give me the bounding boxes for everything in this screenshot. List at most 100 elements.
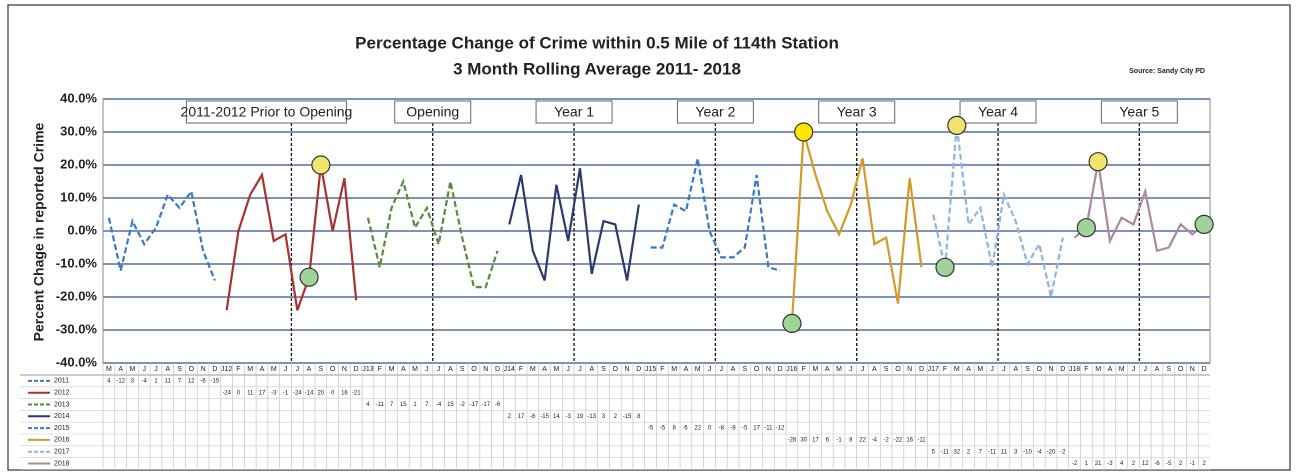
legend-label: 2018 xyxy=(54,460,70,467)
table-value: -1 xyxy=(836,437,842,443)
x-tick-label: J xyxy=(284,366,288,373)
table-value: 21 xyxy=(1095,461,1102,467)
x-tick-label: F xyxy=(943,366,947,373)
table-value: -3 xyxy=(566,414,572,420)
x-tick-label: F xyxy=(802,366,806,373)
x-tick-label: D xyxy=(212,366,217,373)
highlight-marker xyxy=(794,122,814,142)
table-value: -24 xyxy=(293,390,302,396)
x-tick-label: A xyxy=(825,366,830,373)
table-value: 3 xyxy=(131,378,135,384)
table-value: -11 xyxy=(764,426,773,432)
x-tick-label: J xyxy=(296,366,300,373)
x-tick-label: J xyxy=(990,366,994,373)
x-tick-label: M xyxy=(695,366,701,373)
table-value: -12 xyxy=(776,426,785,432)
x-tick-label: M xyxy=(977,366,983,373)
table-value: -3 xyxy=(271,390,277,396)
x-tick-label: J xyxy=(154,366,158,373)
table-value: 1 xyxy=(1085,461,1089,467)
x-tick-label: N xyxy=(1190,366,1195,373)
x-tick-label: J xyxy=(708,366,712,373)
table-value: -6 xyxy=(200,378,206,384)
x-tick-label: A xyxy=(542,366,547,373)
x-tick-label: O xyxy=(1037,366,1043,373)
table-value: 11 xyxy=(165,378,172,384)
x-tick-label: A xyxy=(1108,366,1113,373)
table-value: -21 xyxy=(352,390,361,396)
table-value: 3 xyxy=(1014,449,1018,455)
series-line xyxy=(790,131,923,324)
table-value: 7 xyxy=(425,402,429,408)
table-value: -15 xyxy=(211,378,220,384)
table-value: -4 xyxy=(436,402,442,408)
y-tick-label: 40.0% xyxy=(60,90,97,105)
y-tick-label: 30.0% xyxy=(60,123,97,138)
table-value: 17 xyxy=(812,437,819,443)
x-tick-label: O xyxy=(1178,366,1184,373)
table-value: 15 xyxy=(400,402,407,408)
x-tick-label: O xyxy=(471,366,477,373)
table-value: -3 xyxy=(1107,461,1113,467)
x-tick-label: M xyxy=(130,366,136,373)
table-value: -13 xyxy=(587,414,596,420)
table-value: 17 xyxy=(259,390,266,396)
x-tick-label: M xyxy=(954,366,960,373)
x-tick-label: J15 xyxy=(645,366,656,373)
x-tick-label: J xyxy=(1143,366,1147,373)
period-label: Year 3 xyxy=(837,104,877,120)
chart-title: Percentage Change of Crime within 0.5 Mi… xyxy=(355,33,839,52)
x-tick-label: A xyxy=(307,366,312,373)
table-value: 32 xyxy=(953,449,960,455)
table-value: 12 xyxy=(188,378,195,384)
x-tick-label: S xyxy=(319,366,324,373)
period-label: Year 2 xyxy=(695,104,735,120)
y-tick-label: 20.0% xyxy=(60,156,97,171)
legend-label: 2013 xyxy=(54,401,70,408)
x-tick-label: J xyxy=(849,366,853,373)
x-tick-label: A xyxy=(684,366,689,373)
x-tick-label: F xyxy=(660,366,664,373)
x-tick-label: O xyxy=(613,366,619,373)
legend-label: 2014 xyxy=(54,413,70,420)
x-tick-label: D xyxy=(919,366,924,373)
table-value: 7 xyxy=(390,402,394,408)
table-value: 1 xyxy=(154,378,158,384)
highlight-marker xyxy=(311,155,331,175)
table-value: -5 xyxy=(660,426,666,432)
table-value: 12 xyxy=(1142,461,1149,467)
x-tick-label: N xyxy=(342,366,347,373)
x-tick-label: J xyxy=(425,366,429,373)
table-value: -11 xyxy=(988,449,997,455)
table-value: 7 xyxy=(178,378,182,384)
x-tick-label: S xyxy=(601,366,606,373)
table-value: 20 xyxy=(318,390,325,396)
table-value: -5 xyxy=(742,426,748,432)
table-value: 2 xyxy=(1132,461,1136,467)
series-line xyxy=(107,188,216,281)
x-tick-label: A xyxy=(589,366,594,373)
frame xyxy=(7,4,1291,471)
y-tick-label: -20.0% xyxy=(56,288,98,303)
x-tick-label: J18 xyxy=(1069,366,1080,373)
table-value: -28 xyxy=(788,437,797,443)
highlight-marker xyxy=(299,267,319,287)
x-tick-label: A xyxy=(118,366,123,373)
table-value: -2 xyxy=(1060,449,1066,455)
table-value: 2 xyxy=(1179,461,1183,467)
x-tick-label: J xyxy=(142,366,146,373)
table-value: -22 xyxy=(894,437,903,443)
table-value: 6 xyxy=(826,437,830,443)
x-tick-label: J12 xyxy=(221,366,232,373)
table-value: 2 xyxy=(967,449,971,455)
table-value: 8 xyxy=(637,414,641,420)
table-value: -6 xyxy=(495,402,501,408)
y-tick-label: 10.0% xyxy=(60,189,97,204)
period-box xyxy=(1100,100,1178,124)
chart-subtitle: 3 Month Rolling Average 2011- 2018 xyxy=(453,59,741,78)
series-line xyxy=(366,178,499,289)
highlight-marker xyxy=(1088,152,1108,172)
x-tick-label: D xyxy=(636,366,641,373)
x-tick-label: S xyxy=(1166,366,1171,373)
